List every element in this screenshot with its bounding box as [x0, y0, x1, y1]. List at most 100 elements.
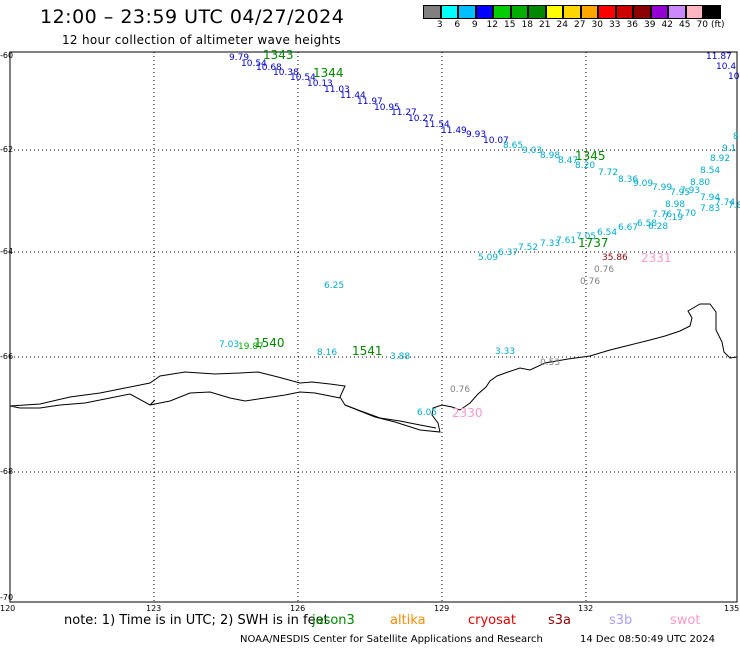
swh-label: 9.93 [466, 130, 486, 140]
legend-label: 33 [609, 20, 621, 30]
swh-label: 8.20 [575, 161, 595, 171]
legend-unit: (ft) [711, 20, 725, 30]
swh-label: 10.07 [483, 136, 509, 146]
page-subtitle: 12 hour collection of altimeter wave hei… [62, 33, 341, 47]
swh-label: 0.76 [594, 265, 614, 275]
track-id: 1344 [313, 66, 344, 80]
swh-label: 7.93 [680, 186, 700, 196]
track-id: 1541 [352, 344, 383, 358]
swh-label: 9.79 [229, 53, 249, 63]
legend-swatch [563, 5, 581, 19]
swh-label: 8.92 [710, 154, 730, 164]
legend-swatch [528, 5, 546, 19]
swh-label: 9.1 [722, 144, 736, 154]
legend-swatch [493, 5, 511, 19]
swh-label: 8.98 [665, 200, 685, 210]
swh-label: 10.27 [408, 114, 434, 124]
swh-label: 7.52 [518, 243, 538, 253]
lat-label: -66 [0, 352, 14, 361]
swh-label: 7.74 [715, 198, 735, 208]
legend-label: 3 [436, 20, 443, 30]
sat-altika: altika [390, 613, 426, 628]
swh-label: 6.25 [324, 281, 344, 291]
swh-label: 10.13 [307, 79, 333, 89]
swh-label: 11.87 [706, 52, 732, 62]
track-id: 1737 [578, 236, 609, 250]
legend-swatch [510, 5, 528, 19]
swh-label: 6.67 [618, 223, 638, 233]
legend-swatch [458, 5, 476, 19]
legend-label: 36 [626, 20, 638, 30]
lat-label: -68 [0, 467, 14, 476]
swh-label: 10.38 [273, 68, 299, 78]
swh-label: 3.88 [390, 352, 410, 362]
legend-label: 9 [471, 20, 478, 30]
legend-label: 12 [486, 20, 498, 30]
swh-label: 10.54 [290, 73, 316, 83]
swh-label: 10.54 [241, 59, 267, 69]
swh-label: 10.95 [374, 103, 400, 113]
swh-label: 8 [733, 132, 739, 142]
legend-swatch [580, 5, 598, 19]
sat-s3b: s3b [609, 613, 633, 628]
swh-label: 7.8 [728, 201, 740, 211]
track-id: 1345 [575, 149, 606, 163]
swh-label: 6.28 [648, 222, 668, 232]
legend-label: 15 [504, 20, 516, 30]
page-title: 12:00 – 23:59 UTC 04/27/2024 [40, 6, 345, 28]
legend-label: 27 [574, 20, 586, 30]
swh-label: 5.09 [478, 253, 498, 263]
coastline-inner [149, 399, 437, 429]
sat-swot: swot [670, 613, 701, 628]
swh-label: 7.72 [598, 168, 618, 178]
color-legend [423, 5, 721, 19]
swh-label: 11.54 [424, 120, 450, 130]
legend-label: 6 [454, 20, 461, 30]
swh-label: 7.03 [219, 340, 239, 350]
swh-label: 7.83 [700, 204, 720, 214]
lat-label: -70 [0, 593, 14, 602]
lat-label: -64 [0, 247, 14, 256]
swh-label: 8.47 [558, 156, 578, 166]
swh-label: 7.76 [652, 210, 672, 220]
sat-s3a: s3a [548, 613, 572, 628]
legend-swatch [703, 5, 721, 19]
swh-label: 7.19 [663, 213, 683, 223]
track-id: 1540 [254, 336, 285, 350]
legend-label: 70 [696, 20, 708, 30]
legend-label: 21 [539, 20, 551, 30]
legend-swatch [545, 5, 563, 19]
legend-swatch [650, 5, 668, 19]
swh-label: 19.87 [238, 342, 264, 352]
swh-label: 6.58 [637, 219, 657, 229]
swh-label: 8.54 [700, 166, 720, 176]
swh-label: 7.05 [576, 232, 596, 242]
swh-label: 9.09 [633, 179, 653, 189]
swh-label: 8.65 [503, 141, 523, 151]
swh-label: 0.76 [580, 277, 600, 287]
swh-label: 35.86 [602, 253, 628, 263]
swh-label: 11.49 [441, 126, 467, 136]
swh-label: 10 [728, 72, 740, 82]
swh-label: 6.37 [498, 248, 518, 258]
footer-note: note: 1) Time is in UTC; 2) SWH is in fe… [64, 613, 329, 628]
legend-swatch [633, 5, 651, 19]
swh-label: 10.4 [716, 62, 736, 72]
swh-label: 11.44 [340, 91, 366, 101]
credit: NOAA/NESDIS Center for Satellite Applica… [240, 634, 543, 645]
legend-swatch [615, 5, 633, 19]
legend-label: 24 [556, 20, 568, 30]
legend-label: 42 [661, 20, 673, 30]
sat-jason3: jason3 [312, 613, 355, 628]
legend-label: 30 [591, 20, 603, 30]
legend-swatch [668, 5, 686, 19]
track-id: 1343 [263, 48, 294, 62]
legend-label: 18 [521, 20, 533, 30]
swh-label: 7.33 [540, 239, 560, 249]
lon-label: 123 [146, 604, 162, 613]
swh-label: 3.33 [495, 347, 515, 357]
swh-label: 7.94 [700, 193, 720, 203]
swh-label: 0.53 [540, 358, 560, 368]
swh-label: 10.68 [256, 63, 282, 73]
swh-label: 7.99 [652, 183, 672, 193]
